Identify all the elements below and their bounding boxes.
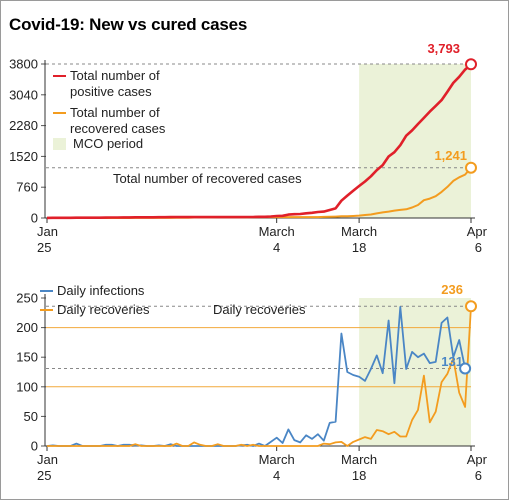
y-tick-label-2: 0 xyxy=(31,439,38,454)
daily-recoveries-line xyxy=(47,306,472,447)
y-tick-label-2: 50 xyxy=(24,409,38,424)
recoveries-end-label: 236 xyxy=(441,282,463,297)
x-tick-label-1: 6 xyxy=(475,240,482,255)
x-tick-label-2: 25 xyxy=(37,468,51,483)
y-tick-label-1: 1520 xyxy=(9,149,38,164)
x-tick-label-2: 6 xyxy=(475,468,482,483)
x-tick-label-2: Apr xyxy=(467,452,488,467)
x-tick-label-2: 4 xyxy=(273,468,280,483)
y-tick-label-2: 200 xyxy=(16,320,38,335)
positive-end-label: 3,793 xyxy=(427,41,460,56)
x-tick-label-1: Jan xyxy=(37,224,58,239)
x-tick-label-2: Jan xyxy=(37,452,58,467)
mco-period-shade-1 xyxy=(359,64,471,218)
x-tick-label-2: March xyxy=(259,452,295,467)
legend-mco-swatch xyxy=(53,138,66,150)
y-tick-label-2: 250 xyxy=(16,291,38,306)
legend-infections-label: Daily infections xyxy=(57,283,145,298)
infections-end-marker xyxy=(459,362,472,375)
mco-period-shade-2 xyxy=(359,298,471,446)
y-tick-label-1: 0 xyxy=(31,211,38,226)
legend-mco-label: MCO period xyxy=(73,136,143,151)
y-tick-label-1: 3800 xyxy=(9,57,38,72)
positive-end-marker xyxy=(465,58,477,71)
y-tick-label-2: 100 xyxy=(16,379,38,394)
recovered-end-marker xyxy=(465,161,477,174)
x-tick-label-1: 18 xyxy=(352,240,366,255)
legend-positive-label: Total number of xyxy=(70,68,160,83)
legend-positive-label: positive cases xyxy=(70,84,152,99)
legend-recoveries-label: Daily recoveries xyxy=(57,302,150,317)
positive-cases-line xyxy=(46,63,472,220)
y-tick-label-1: 760 xyxy=(16,180,38,195)
x-tick-label-1: 4 xyxy=(273,240,280,255)
x-tick-label-1: Apr xyxy=(467,224,488,239)
legend-recovered-label: Total number of xyxy=(70,105,160,120)
x-tick-label-1: March xyxy=(259,224,295,239)
legend-recovered-label: recovered cases xyxy=(70,121,166,136)
x-tick-label-2: 18 xyxy=(352,468,366,483)
x-tick-label-1: 25 xyxy=(37,240,51,255)
recovered-end-label: 1,241 xyxy=(434,148,467,163)
infections-end-label: 131 xyxy=(441,354,463,369)
x-tick-label-2: March xyxy=(341,452,377,467)
x-tick-label-1: March xyxy=(341,224,377,239)
recoveries-end-marker xyxy=(465,300,477,313)
y-tick-label-2: 150 xyxy=(16,350,38,365)
y-tick-label-1: 2280 xyxy=(9,118,38,133)
daily-recoveries-annotation: Daily recoveries xyxy=(213,302,306,317)
recovered-annotation: Total number of recovered cases xyxy=(113,171,302,186)
page-title: Covid-19: New vs cured cases xyxy=(9,15,248,34)
y-tick-label-1: 3040 xyxy=(9,87,38,102)
